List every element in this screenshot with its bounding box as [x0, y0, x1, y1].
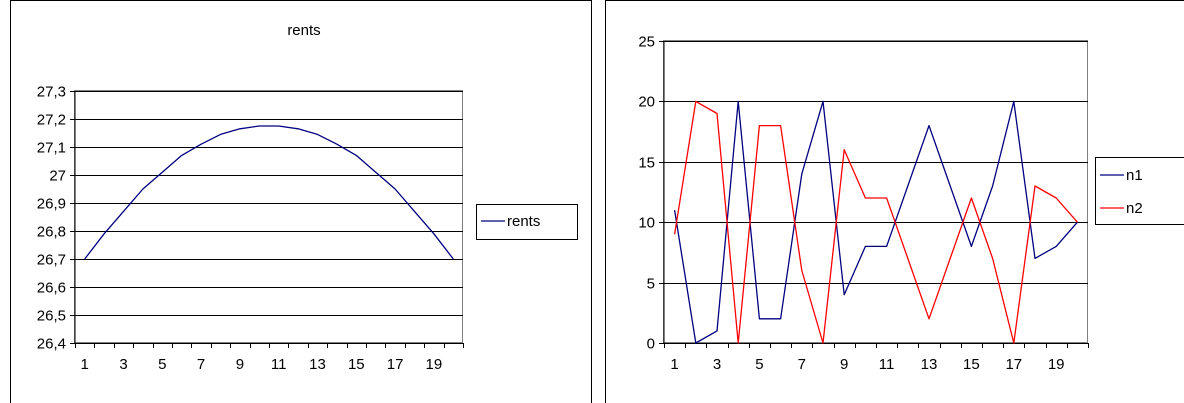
y-tick-label: 27,1: [37, 140, 66, 157]
chart1-x-tick-labels: 1 3 5 7 9 11 13 15 17 19: [81, 356, 443, 373]
y-tick-label: 20: [638, 94, 655, 111]
y-tick-label: 27,2: [37, 112, 66, 129]
x-tick-label: 13: [309, 356, 326, 373]
y-tick-label: 26,6: [37, 280, 66, 297]
x-tick-label: 19: [426, 356, 443, 373]
y-tick-label: 25: [638, 34, 655, 51]
x-tick-label: 19: [1048, 356, 1065, 373]
x-tick-label: 17: [387, 356, 404, 373]
x-tick-label: 3: [713, 356, 721, 373]
chart2-gridlines: [659, 41, 1089, 348]
chart1-frame: [10, 0, 592, 403]
chart1-legend: rents: [476, 204, 578, 240]
y-tick-label: 0: [647, 336, 655, 353]
x-tick-label: 17: [1005, 356, 1022, 373]
chart1-y-tick-labels: 26,4 26,5 26,6 26,7 26,8 26,9 27 27,1 27,2 27,3: [37, 84, 66, 353]
chart1-legend-box: [476, 204, 578, 240]
y-tick-label: 5: [647, 276, 655, 293]
y-tick-label: 26,8: [37, 224, 66, 241]
chart1-series-lines: [84, 125, 454, 260]
y-tick-label: 26,5: [37, 308, 66, 325]
x-tick-label: 9: [236, 356, 244, 373]
x-tick-label: 7: [197, 356, 205, 373]
legend-label-n1: n1: [1126, 167, 1143, 184]
x-tick-label: 11: [879, 356, 895, 373]
series-line-n1: [673, 100, 1078, 344]
y-tick-label: 26,7: [37, 252, 66, 269]
x-tick-label: 3: [119, 356, 127, 373]
y-tick-label: 15: [638, 155, 655, 172]
x-tick-label: 5: [755, 356, 763, 373]
y-tick-label: 27,3: [37, 84, 66, 101]
chart2-legend: n1 n2: [1095, 157, 1184, 225]
legend-label-rents: rents: [507, 213, 540, 230]
chart2-legend-box: [1095, 157, 1184, 225]
x-tick-label: 15: [963, 356, 980, 373]
chart1-title: rents: [287, 22, 320, 39]
chart2-y-tick-labels: 0 5 10 15 20 25: [638, 34, 655, 353]
series-line-n2: [673, 100, 1078, 344]
x-tick-label: 15: [348, 356, 365, 373]
chart2-series-lines: [673, 100, 1078, 344]
legend-label-n2: n2: [1126, 200, 1143, 217]
chart1-gridlines: [70, 91, 464, 348]
x-tick-label: 5: [158, 356, 166, 373]
x-tick-label: 1: [81, 356, 89, 373]
x-tick-label: 9: [840, 356, 848, 373]
x-tick-label: 11: [271, 356, 287, 373]
x-tick-label: 1: [670, 356, 678, 373]
x-tick-label: 7: [798, 356, 806, 373]
chart2-x-tick-labels: 1 3 5 7 9 11 13 15 17 19: [670, 356, 1064, 373]
y-tick-label: 26,9: [37, 196, 66, 213]
y-tick-label: 26,4: [37, 336, 66, 353]
x-tick-label: 13: [921, 356, 938, 373]
series-line-rents: [84, 125, 454, 260]
y-tick-label: 27: [49, 168, 66, 185]
y-tick-label: 10: [638, 215, 655, 232]
